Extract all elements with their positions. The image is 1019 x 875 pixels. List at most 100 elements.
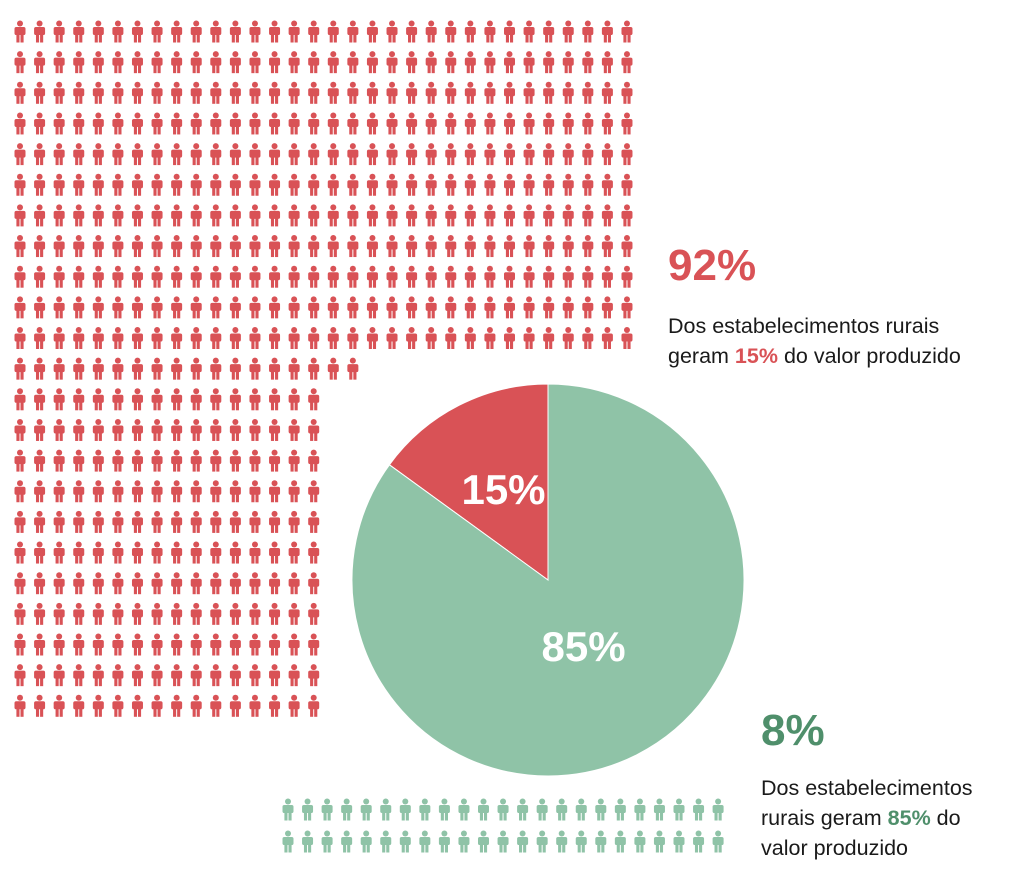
person-icon-red xyxy=(327,296,339,319)
person-icon-red xyxy=(210,235,222,258)
person-icon-red xyxy=(229,572,241,595)
person-icon-red xyxy=(308,418,320,441)
person-icon-red xyxy=(151,327,163,349)
person-icon-red xyxy=(34,694,46,717)
person-icon-red xyxy=(131,449,143,472)
person-icon-red xyxy=(562,112,574,135)
person-icon-red xyxy=(601,265,613,288)
person-icon-red xyxy=(464,265,476,288)
person-icon-red xyxy=(34,235,46,258)
person-icon-red xyxy=(92,20,104,43)
person-icon-red xyxy=(288,112,300,135)
person-icon-red xyxy=(112,173,124,196)
person-icon-red xyxy=(112,357,124,380)
person-icon-red xyxy=(229,388,241,411)
person-icon-red xyxy=(249,418,261,441)
person-icon-red xyxy=(229,633,241,656)
person-icon-red xyxy=(504,173,515,196)
person-icon-red xyxy=(464,296,476,319)
person-icon-red xyxy=(621,20,633,43)
person-icon-red xyxy=(582,143,594,166)
person-icon-red xyxy=(210,327,222,349)
person-icon-red xyxy=(249,602,261,625)
person-icon-red xyxy=(288,327,300,349)
person-icon-red xyxy=(504,20,515,43)
person-icon-red xyxy=(562,265,574,288)
person-icon-red xyxy=(543,51,555,74)
person-icon-red xyxy=(288,633,300,656)
person-icon-green xyxy=(458,798,470,821)
person-icon-red xyxy=(14,633,26,656)
person-icon-red xyxy=(269,81,281,104)
person-icon-red xyxy=(269,265,281,288)
person-icon-red xyxy=(249,633,261,656)
person-icon-red xyxy=(151,204,163,227)
person-icon-red xyxy=(386,51,398,74)
person-icon-red xyxy=(445,81,457,104)
person-icon-red xyxy=(151,510,163,533)
person-icon-red xyxy=(14,449,26,472)
person-icon-red xyxy=(327,357,339,380)
person-icon-red xyxy=(210,510,222,533)
person-icon-red xyxy=(445,173,457,196)
person-icon-red xyxy=(53,480,65,503)
person-icon-red xyxy=(229,204,241,227)
person-icon-red xyxy=(386,81,398,104)
lower-description: Dos estabelecimentos rurais geram 85% do… xyxy=(761,773,1016,863)
person-icon-red xyxy=(190,296,202,319)
person-icon-red xyxy=(543,143,555,166)
person-icon-red xyxy=(425,235,437,258)
person-icon-red xyxy=(562,173,574,196)
person-icon-red xyxy=(73,418,85,441)
person-icon-red xyxy=(249,388,261,411)
person-icon-red xyxy=(229,664,241,687)
person-icon-red xyxy=(131,510,143,533)
person-icon-red xyxy=(151,664,163,687)
lower-desc-highlight: 85% xyxy=(887,806,931,830)
person-icon-red xyxy=(131,388,143,411)
person-icon-red xyxy=(288,204,300,227)
person-icon-green xyxy=(575,830,587,853)
person-icon-red xyxy=(327,265,339,288)
person-icon-red xyxy=(229,296,241,319)
person-icon-green xyxy=(712,830,724,853)
person-icon-red xyxy=(112,143,124,166)
person-icon-red xyxy=(210,572,222,595)
person-icon-red xyxy=(445,143,457,166)
person-icon-red xyxy=(308,449,320,472)
person-icon-red xyxy=(327,173,339,196)
upper-description: Dos estabelecimentos rurais geram 15% do… xyxy=(668,311,1013,371)
person-icon-red xyxy=(53,296,65,319)
person-icon-red xyxy=(308,664,320,687)
person-icon-red xyxy=(112,51,124,74)
person-icon-red xyxy=(308,296,320,319)
person-icon-red xyxy=(131,51,143,74)
person-icon-red xyxy=(151,388,163,411)
person-icon-red xyxy=(53,633,65,656)
person-icon-red xyxy=(464,20,476,43)
person-icon-red xyxy=(112,694,124,717)
person-icon-red xyxy=(582,265,594,288)
person-icon-red xyxy=(151,235,163,258)
person-icon-red xyxy=(92,388,104,411)
person-icon-red xyxy=(53,541,65,564)
person-icon-red xyxy=(92,510,104,533)
person-icon-red xyxy=(308,510,320,533)
person-icon-red xyxy=(406,112,418,135)
person-icon-red xyxy=(171,327,183,349)
person-icon-red xyxy=(210,112,222,135)
person-icon-red xyxy=(406,173,418,196)
person-icon-red xyxy=(543,204,555,227)
person-icon-red xyxy=(406,143,418,166)
person-icon-red xyxy=(562,296,574,319)
person-icon-red xyxy=(582,173,594,196)
upper-desc-geram: geram xyxy=(668,344,735,368)
person-icon-red xyxy=(34,327,46,349)
person-icon-red xyxy=(171,664,183,687)
person-icon-green xyxy=(673,830,685,853)
person-icon-red xyxy=(171,143,183,166)
person-icon-red xyxy=(92,112,104,135)
person-icon-red xyxy=(386,204,398,227)
person-icon-red xyxy=(151,541,163,564)
person-icon-red xyxy=(112,112,124,135)
